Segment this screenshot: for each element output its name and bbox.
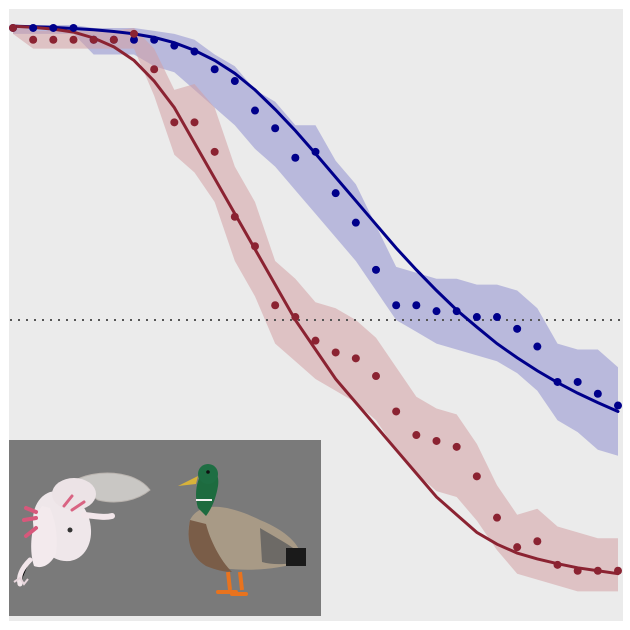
series-1-point-26 xyxy=(533,537,542,546)
series-1-point-28 xyxy=(573,566,582,575)
series-1-point-5 xyxy=(109,35,118,44)
series-1-point-12 xyxy=(251,242,259,251)
series-0-point-17 xyxy=(351,218,360,227)
series-0-point-6 xyxy=(130,35,138,44)
series-0-point-22 xyxy=(452,307,461,316)
series-1-point-18 xyxy=(372,372,380,381)
series-1-point-16 xyxy=(331,348,340,357)
series-0-point-23 xyxy=(472,313,481,322)
series-1-point-0 xyxy=(9,23,17,32)
series-0-point-8 xyxy=(170,41,179,50)
series-1-point-4 xyxy=(89,35,98,44)
series-0-point-14 xyxy=(291,153,300,162)
series-0-point-7 xyxy=(150,35,159,44)
series-0-point-26 xyxy=(533,342,542,351)
series-0-point-9 xyxy=(190,47,199,56)
series-0-point-1 xyxy=(29,23,38,32)
series-1-point-2 xyxy=(49,35,58,44)
series-1-point-23 xyxy=(472,472,481,481)
series-1-point-9 xyxy=(190,118,199,127)
series-0-point-2 xyxy=(49,23,58,32)
series-0-point-13 xyxy=(271,124,280,133)
series-0-point-24 xyxy=(493,313,501,322)
mallard-duck-icon xyxy=(178,464,306,596)
series-0-point-20 xyxy=(412,301,421,310)
series-1-point-19 xyxy=(392,407,401,416)
series-0-point-18 xyxy=(372,265,380,274)
series-0-point-19 xyxy=(392,301,401,310)
data-points xyxy=(9,23,622,575)
series-0-point-21 xyxy=(432,307,441,316)
series-1-point-1 xyxy=(29,35,38,44)
series-1-point-22 xyxy=(452,442,461,451)
series-1-point-7 xyxy=(150,65,159,74)
axolotl-icon xyxy=(13,472,151,587)
series-0-point-11 xyxy=(230,77,239,86)
series-1-point-21 xyxy=(432,436,441,445)
series-0-point-3 xyxy=(69,23,78,32)
series-1-point-30 xyxy=(614,566,622,575)
series-1-point-27 xyxy=(553,560,562,569)
series-0-point-12 xyxy=(251,106,259,115)
series-1-point-3 xyxy=(69,35,78,44)
series-1-point-8 xyxy=(170,118,179,127)
series-0-point-15 xyxy=(311,147,320,156)
series-1-point-24 xyxy=(493,513,501,522)
series-1-point-20 xyxy=(412,431,421,440)
series-1-fit-line xyxy=(11,24,620,576)
confidence-bands xyxy=(13,25,618,592)
series-0-band xyxy=(13,25,618,456)
series-1-point-14 xyxy=(291,313,300,322)
series-0-point-27 xyxy=(553,377,562,386)
series-1-point-29 xyxy=(593,566,602,575)
species-inset xyxy=(9,440,321,616)
series-1-point-11 xyxy=(230,212,239,221)
series-0-point-28 xyxy=(573,377,582,386)
series-1-point-15 xyxy=(311,336,320,345)
series-0-point-25 xyxy=(513,324,522,333)
series-0-point-16 xyxy=(331,189,340,198)
series-1-point-25 xyxy=(513,543,522,552)
series-1-point-10 xyxy=(210,147,219,156)
series-0-point-10 xyxy=(210,65,219,74)
series-0-point-29 xyxy=(593,389,602,398)
series-1-band xyxy=(13,25,618,592)
series-0-point-30 xyxy=(614,401,622,410)
series-1-point-17 xyxy=(351,354,360,363)
series-1-point-13 xyxy=(271,301,280,310)
series-1-point-6 xyxy=(130,29,138,38)
